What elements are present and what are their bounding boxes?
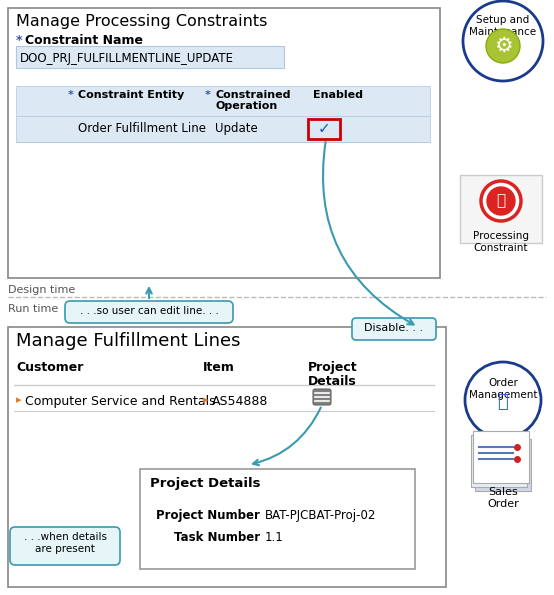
FancyBboxPatch shape [308, 119, 340, 139]
FancyBboxPatch shape [16, 86, 430, 116]
Text: Disable. . .: Disable. . . [365, 323, 424, 333]
Text: *: * [205, 90, 215, 100]
FancyBboxPatch shape [140, 469, 415, 569]
Text: Project Details: Project Details [150, 477, 260, 490]
Text: ▸: ▸ [16, 395, 22, 405]
Text: *: * [68, 90, 78, 100]
Text: Enabled: Enabled [313, 90, 363, 100]
Text: Setup and
Maintenance: Setup and Maintenance [469, 15, 537, 37]
FancyBboxPatch shape [8, 327, 446, 587]
FancyBboxPatch shape [460, 175, 542, 243]
Circle shape [486, 29, 520, 63]
Text: Computer Service and Rentals: Computer Service and Rentals [25, 395, 216, 408]
Text: Update: Update [215, 122, 258, 135]
Circle shape [465, 362, 541, 438]
Text: BAT-PJCBAT-Proj-02: BAT-PJCBAT-Proj-02 [265, 509, 376, 522]
Text: ✋: ✋ [496, 193, 506, 208]
Text: Constrained
Operation: Constrained Operation [215, 90, 290, 111]
Text: Run time: Run time [8, 304, 58, 314]
FancyBboxPatch shape [475, 439, 531, 491]
FancyBboxPatch shape [16, 116, 430, 142]
FancyBboxPatch shape [16, 46, 284, 68]
Circle shape [481, 181, 521, 221]
Text: . . .when details
are present: . . .when details are present [23, 532, 106, 555]
Text: Constraint Entity: Constraint Entity [78, 90, 184, 100]
Text: 1.1: 1.1 [265, 531, 284, 544]
Text: Sales
Order: Sales Order [487, 487, 519, 509]
FancyBboxPatch shape [65, 301, 233, 323]
Text: . . .so user can edit line. . .: . . .so user can edit line. . . [80, 306, 218, 316]
Text: ▸: ▸ [203, 395, 209, 405]
FancyBboxPatch shape [313, 389, 331, 405]
Text: Customer: Customer [16, 361, 83, 374]
Text: ⚙: ⚙ [494, 36, 512, 56]
FancyBboxPatch shape [8, 8, 440, 278]
Text: Processing
Constraint: Processing Constraint [473, 231, 529, 253]
FancyBboxPatch shape [471, 435, 527, 487]
Text: Order Fulfillment Line: Order Fulfillment Line [78, 122, 206, 135]
Text: Project
Details: Project Details [308, 361, 358, 388]
Text: Manage Processing Constraints: Manage Processing Constraints [16, 14, 268, 29]
Text: ✓: ✓ [317, 121, 330, 136]
FancyBboxPatch shape [473, 431, 529, 483]
FancyBboxPatch shape [10, 527, 120, 565]
Circle shape [463, 1, 543, 81]
Text: 🏭: 🏭 [497, 393, 509, 411]
Text: Design time: Design time [8, 285, 75, 295]
Text: DOO_PRJ_FULFILLMENTLINE_UPDATE: DOO_PRJ_FULFILLMENTLINE_UPDATE [20, 52, 234, 65]
Text: Project Number: Project Number [156, 509, 260, 522]
Text: AS54888: AS54888 [212, 395, 268, 408]
Text: Manage Fulfillment Lines: Manage Fulfillment Lines [16, 332, 240, 350]
Text: Task Number: Task Number [174, 531, 260, 544]
Text: Item: Item [203, 361, 235, 374]
Text: Constraint Name: Constraint Name [25, 34, 143, 47]
Text: Order
Management: Order Management [469, 378, 537, 400]
FancyBboxPatch shape [352, 318, 436, 340]
Circle shape [487, 187, 515, 215]
Text: *: * [16, 34, 27, 47]
